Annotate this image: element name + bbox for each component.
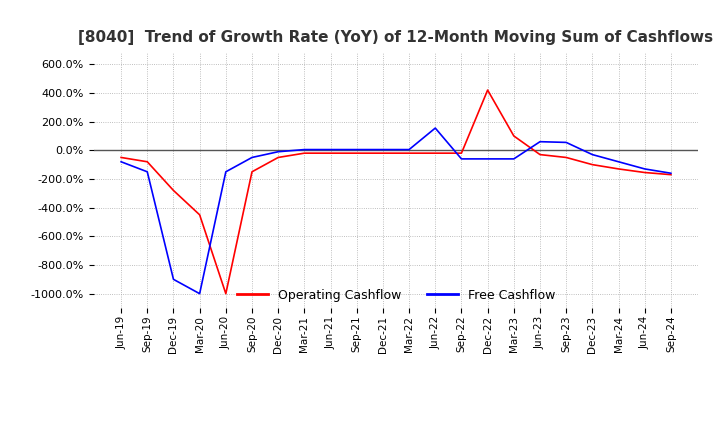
Title: [8040]  Trend of Growth Rate (YoY) of 12-Month Moving Sum of Cashflows: [8040] Trend of Growth Rate (YoY) of 12-…	[78, 29, 714, 45]
Legend: Operating Cashflow, Free Cashflow: Operating Cashflow, Free Cashflow	[232, 284, 560, 307]
